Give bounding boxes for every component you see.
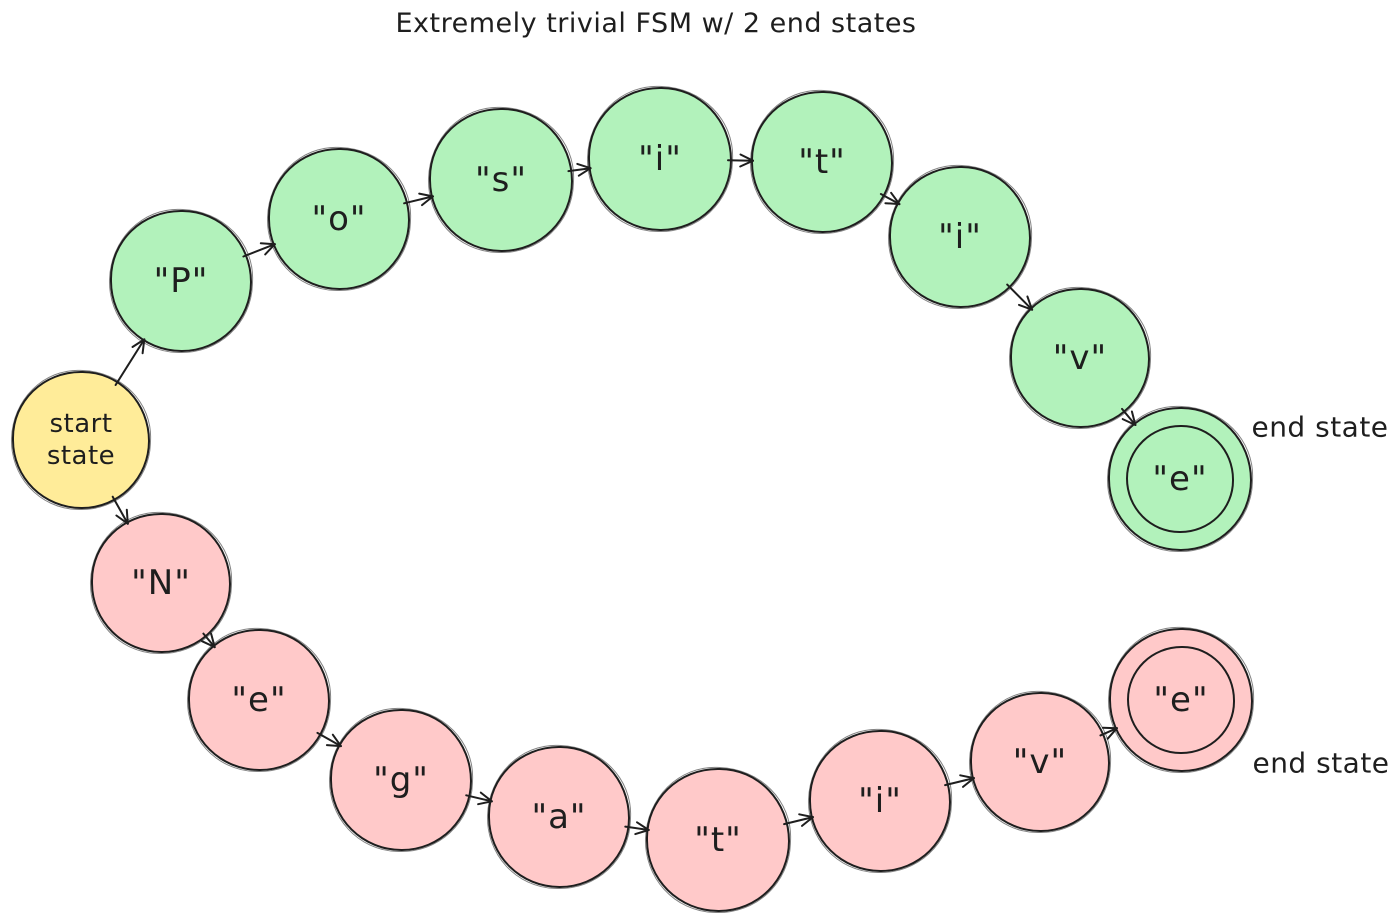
transition-start-n	[111, 495, 129, 525]
transition-t2-i3	[783, 813, 814, 827]
transition-start-p	[114, 338, 146, 386]
state-a: "a"	[488, 746, 630, 888]
state-label: "i"	[638, 139, 682, 179]
state-label: "N"	[131, 563, 191, 603]
state-t1: "t"	[751, 91, 893, 233]
state-label: "v"	[1052, 338, 1108, 378]
state-start: start state	[12, 371, 150, 509]
state-label: "e"	[1152, 459, 1208, 499]
diagram-title: Extremely trivial FSM w/ 2 end states	[395, 8, 917, 39]
state-n: "N"	[91, 513, 231, 653]
transition-i3-v2	[944, 774, 975, 788]
state-label: start state	[46, 408, 116, 472]
state-t2: "t"	[646, 768, 790, 912]
transition-o-s	[403, 192, 434, 207]
state-s: "s"	[429, 108, 573, 252]
state-e3: "e"	[1109, 628, 1253, 772]
state-label: "o"	[311, 199, 367, 239]
state-v2: "v"	[970, 692, 1110, 832]
state-i1: "i"	[588, 87, 732, 231]
end-state-label-2: end state	[1252, 746, 1390, 780]
state-o: "o"	[268, 148, 410, 290]
state-e1: "e"	[1108, 407, 1252, 551]
state-label: "e"	[231, 680, 287, 720]
state-label: "i"	[858, 781, 902, 821]
state-label: "a"	[531, 797, 587, 837]
state-label: "t"	[798, 142, 846, 182]
state-label: "v"	[1012, 742, 1068, 782]
state-i3: "i"	[809, 730, 951, 872]
state-label: "e"	[1153, 680, 1209, 720]
state-v1: "v"	[1010, 288, 1150, 428]
state-i2: "i"	[889, 166, 1031, 308]
state-label: "g"	[373, 760, 429, 800]
transition-p-o	[242, 242, 276, 258]
state-p: "P"	[110, 210, 252, 352]
state-label: "t"	[694, 820, 742, 860]
state-e2: "e"	[188, 629, 330, 771]
end-state-label-1: end state	[1251, 410, 1389, 444]
transition-i2-v1	[1006, 283, 1034, 311]
state-label: "P"	[153, 261, 209, 301]
state-label: "i"	[938, 217, 982, 257]
state-label: "s"	[475, 160, 527, 200]
state-g: "g"	[330, 709, 472, 851]
